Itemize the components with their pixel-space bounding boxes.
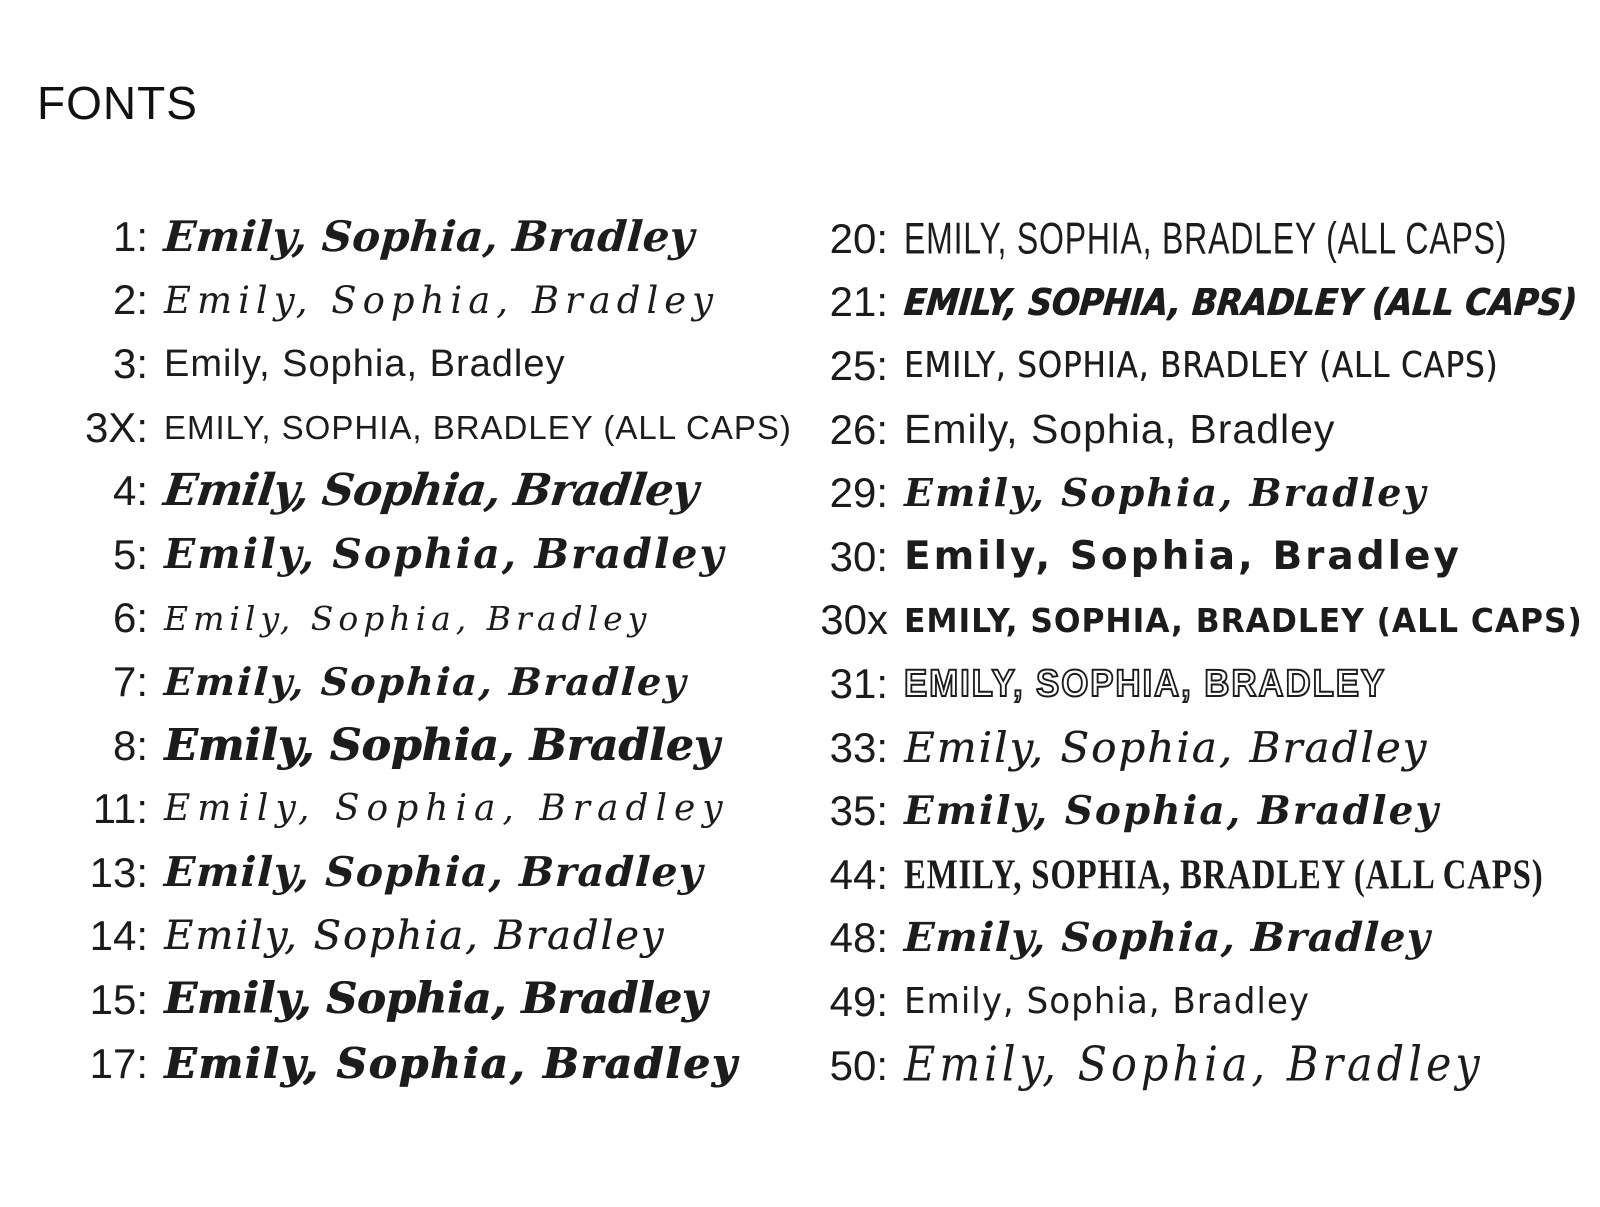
- font-number-label: 3:: [112, 339, 148, 387]
- font-sample-row: 11: Emily, Sophia, Bradley: [52, 777, 772, 841]
- font-sample-text: Emily, Sophia, Bradley: [164, 598, 652, 638]
- font-number-label: 6:: [112, 594, 148, 642]
- font-sample-row: 44: EMILY, SOPHIA, BRADLEY (ALL CAPS): [788, 843, 1588, 907]
- font-number-label: 30:: [829, 532, 888, 580]
- font-number-label: 3X:: [84, 403, 148, 451]
- font-sample-row: 50: Emily, Sophia, Bradley: [788, 1034, 1588, 1098]
- font-number-label: 30x: [820, 596, 888, 644]
- font-sample-text: Emily, Sophia, Bradley: [164, 974, 707, 1025]
- font-number-label: 35:: [829, 787, 888, 835]
- font-sample-text: EMILY, SOPHIA, BRADLEY (ALL CAPS): [904, 214, 1508, 264]
- font-sample-text: Emily, Sophia, Bradley: [164, 278, 720, 322]
- font-number-label: 26:: [829, 405, 888, 453]
- font-sample-text: Emily, Sophia, Bradley: [164, 913, 666, 960]
- font-sample-text: Emily, Sophia, Bradley: [904, 470, 1428, 516]
- font-sample-text: Emily, Sophia, Bradley: [164, 342, 566, 385]
- font-sample-row: 31: EMILY, SOPHIA, BRADLEY: [788, 652, 1588, 716]
- font-sample-text: EMILY, SOPHIA, BRADLEY (ALL CAPS): [902, 280, 1579, 324]
- font-number-label: 31:: [829, 659, 888, 707]
- font-sample-text: Emily, Sophia, Bradley: [162, 658, 689, 704]
- font-number-label: 2:: [112, 276, 148, 324]
- font-number-label: 1:: [112, 212, 148, 260]
- font-sample-row: 26: Emily, Sophia, Bradley: [788, 398, 1588, 462]
- font-sample-row: 4: Emily, Sophia, Bradley: [52, 459, 772, 523]
- font-number-label: 20:: [829, 214, 888, 262]
- font-number-label: 13:: [89, 848, 148, 896]
- font-sample-row: 29: Emily, Sophia, Bradley: [788, 461, 1588, 525]
- font-number-label: 21:: [829, 278, 888, 326]
- font-sample-row: 2: Emily, Sophia, Bradley: [52, 269, 772, 333]
- font-number-label: 44:: [829, 850, 888, 898]
- font-sample-row: 35: Emily, Sophia, Bradley: [788, 779, 1588, 843]
- font-sample-row: 7: Emily, Sophia, Bradley: [52, 650, 772, 714]
- font-sample-text: Emily, Sophia, Bradley: [903, 914, 1432, 962]
- font-number-label: 15:: [89, 975, 148, 1023]
- font-number-label: 49:: [829, 977, 888, 1025]
- font-sample-text: Emily, Sophia, Bradley: [904, 980, 1311, 1022]
- font-sample-text: EMILY, SOPHIA, BRADLEY (ALL CAPS): [904, 600, 1583, 640]
- font-sample-row: 6: Emily, Sophia, Bradley: [52, 587, 772, 651]
- font-sample-text: EMILY, SOPHIA, BRADLEY: [903, 662, 1387, 705]
- font-sample-row: 30: Emily, Sophia, Bradley: [788, 525, 1588, 589]
- font-number-label: 4:: [112, 467, 148, 515]
- font-number-label: 25:: [829, 341, 888, 389]
- font-number-label: 11:: [92, 785, 148, 833]
- font-sample-row: 25: EMILY, SOPHIA, BRADLEY (ALL CAPS): [788, 334, 1588, 398]
- font-number-label: 17:: [89, 1039, 148, 1087]
- page-title: FONTS: [37, 77, 198, 129]
- font-number-label: 33:: [829, 723, 888, 771]
- font-sample-row: 21: EMILY, SOPHIA, BRADLEY (ALL CAPS): [788, 271, 1588, 335]
- font-sample-text: Emily, Sophia, Bradley: [162, 211, 696, 261]
- font-sample-text: Emily, Sophia, Bradley: [904, 406, 1336, 453]
- font-sample-row: 8: Emily, Sophia, Bradley: [52, 714, 772, 778]
- font-number-label: 14:: [89, 912, 148, 960]
- font-sample-row: 1: Emily, Sophia, Bradley: [52, 205, 772, 269]
- font-sample-text: Emily, Sophia, Bradley: [163, 848, 705, 897]
- font-number-label: 7:: [112, 657, 148, 705]
- font-number-label: 8:: [112, 721, 148, 769]
- font-list-column-left: 1: Emily, Sophia, Bradley 2: Emily, Sophia,…: [52, 205, 791, 1096]
- font-sample-row: 30x EMILY, SOPHIA, BRADLEY (ALL CAPS): [788, 589, 1588, 653]
- font-sample-text: EMILY, SOPHIA, BRADLEY (ALL CAPS): [904, 344, 1499, 386]
- font-sample-row: 3X: EMILY, SOPHIA, BRADLEY (ALL CAPS): [52, 396, 791, 460]
- font-sample-text: Emily, Sophia, Bradley: [160, 465, 701, 517]
- font-sample-text: Emily, Sophia, Bradley: [164, 788, 730, 830]
- font-sample-text: Emily, Sophia, Bradley: [904, 787, 1441, 834]
- font-sample-text: Emily, Sophia, Bradley: [164, 1038, 738, 1088]
- font-number-label: 5:: [112, 530, 148, 578]
- font-sample-text: Emily, Sophia, Bradley: [904, 1036, 1484, 1093]
- font-number-label: 48:: [829, 914, 888, 962]
- font-sample-row: 33: Emily, Sophia, Bradley: [788, 716, 1588, 780]
- font-sample-text: EMILY, SOPHIA, BRADLEY (ALL CAPS): [164, 409, 792, 447]
- font-sample-row: 5: Emily, Sophia, Bradley: [52, 523, 772, 587]
- font-number-label: 29:: [829, 469, 888, 517]
- font-sample-row: 48: Emily, Sophia, Bradley: [788, 907, 1588, 971]
- font-sample-row: 49: Emily, Sophia, Bradley: [788, 970, 1588, 1034]
- font-sample-text: Emily, Sophia, Bradley: [164, 719, 720, 771]
- font-number-label: 50:: [829, 1041, 888, 1089]
- font-sample-text: Emily, Sophia, Bradley: [164, 530, 726, 579]
- font-sample-row: 20: EMILY, SOPHIA, BRADLEY (ALL CAPS): [788, 207, 1588, 271]
- font-sample-row: 13: Emily, Sophia, Bradley: [52, 841, 772, 905]
- font-sample-row: 14: Emily, Sophia, Bradley: [52, 905, 772, 969]
- font-sample-row: 3: Emily, Sophia, Bradley: [52, 332, 772, 396]
- font-sample-row: 15: Emily, Sophia, Bradley: [52, 968, 772, 1032]
- font-sample-text: Emily, Sophia, Bradley: [904, 534, 1462, 580]
- font-list-column-right: 20: EMILY, SOPHIA, BRADLEY (ALL CAPS) 21: E…: [788, 207, 1588, 1097]
- font-sample-text: Emily, Sophia, Bradley: [904, 722, 1429, 772]
- font-sample-text: EMILY, SOPHIA, BRADLEY (ALL CAPS): [904, 850, 1544, 898]
- font-sample-row: 17: Emily, Sophia, Bradley: [52, 1032, 772, 1096]
